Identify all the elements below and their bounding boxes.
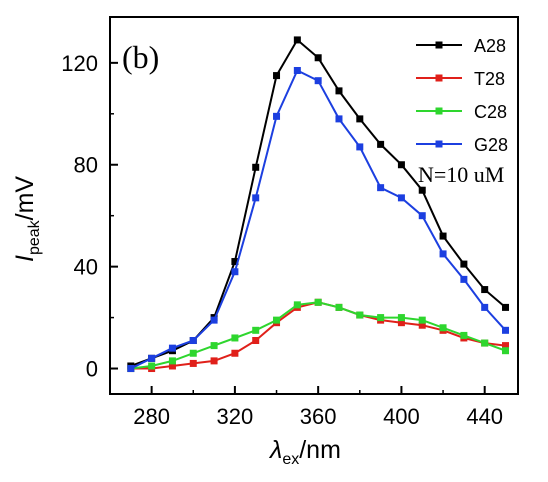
legend-label: A28 bbox=[474, 36, 506, 56]
legend-label: C28 bbox=[474, 102, 507, 122]
data-point-c28 bbox=[397, 314, 405, 322]
data-point-g28 bbox=[231, 268, 239, 276]
data-point-a28 bbox=[377, 140, 385, 148]
y-axis-title: Ipeak/mV bbox=[11, 176, 43, 262]
x-tick-label: 400 bbox=[383, 404, 420, 429]
data-point-c28 bbox=[210, 342, 218, 350]
data-point-c28 bbox=[418, 316, 426, 324]
data-point-a28 bbox=[231, 258, 239, 266]
series-line-t28 bbox=[130, 301, 506, 370]
data-point-t28 bbox=[397, 319, 405, 327]
x-tick-label: 280 bbox=[133, 404, 170, 429]
data-point-a28 bbox=[502, 303, 510, 311]
series-a28 bbox=[127, 36, 510, 370]
concentration-annotation: N=10 uM bbox=[418, 162, 504, 187]
data-point-t28 bbox=[252, 337, 260, 345]
data-point-a28 bbox=[273, 72, 281, 80]
series-g28 bbox=[127, 66, 510, 373]
data-point-a28 bbox=[314, 54, 322, 62]
data-point-a28 bbox=[335, 87, 343, 95]
legend-marker bbox=[435, 140, 443, 148]
series-c28 bbox=[127, 298, 510, 373]
data-point-c28 bbox=[168, 357, 176, 365]
data-point-a28 bbox=[293, 36, 301, 44]
legend-item-g28: G28 bbox=[416, 135, 508, 155]
data-point-a28 bbox=[481, 286, 489, 294]
legend-label: G28 bbox=[474, 135, 508, 155]
legend-marker bbox=[435, 41, 443, 49]
data-point-g28 bbox=[252, 194, 260, 202]
panel-label: (b) bbox=[122, 39, 159, 75]
data-point-g28 bbox=[335, 115, 343, 123]
x-tick-label: 440 bbox=[466, 404, 503, 429]
legend-item-t28: T28 bbox=[416, 69, 505, 89]
data-point-t28 bbox=[418, 321, 426, 329]
data-point-g28 bbox=[148, 354, 156, 362]
data-point-g28 bbox=[481, 303, 489, 311]
data-point-c28 bbox=[189, 349, 197, 357]
x-axis-title: λex/nm bbox=[268, 436, 341, 468]
data-point-c28 bbox=[335, 303, 343, 311]
y-tick-label: 80 bbox=[74, 153, 98, 178]
x-tick-label: 360 bbox=[300, 404, 337, 429]
y-tick-label: 120 bbox=[61, 51, 98, 76]
data-point-c28 bbox=[273, 316, 281, 324]
data-point-g28 bbox=[314, 77, 322, 85]
data-point-t28 bbox=[168, 362, 176, 370]
series-t28 bbox=[127, 298, 510, 373]
data-point-g28 bbox=[168, 344, 176, 352]
series-line-c28 bbox=[130, 301, 506, 370]
plot-frame bbox=[109, 16, 519, 395]
series-line-a28 bbox=[130, 38, 507, 367]
data-point-c28 bbox=[148, 362, 156, 370]
y-tick-label: 40 bbox=[74, 255, 98, 280]
data-point-g28 bbox=[397, 194, 405, 202]
data-point-a28 bbox=[397, 161, 405, 169]
data-point-c28 bbox=[439, 324, 447, 332]
legend-item-a28: A28 bbox=[416, 36, 506, 56]
data-point-g28 bbox=[210, 316, 218, 324]
x-tick-label: 320 bbox=[217, 404, 254, 429]
data-point-c28 bbox=[460, 331, 468, 339]
data-point-t28 bbox=[502, 342, 510, 350]
data-point-c28 bbox=[231, 334, 239, 342]
data-point-c28 bbox=[502, 347, 510, 355]
data-point-c28 bbox=[314, 298, 322, 306]
data-point-g28 bbox=[356, 143, 364, 151]
legend-marker bbox=[435, 74, 443, 82]
data-point-t28 bbox=[231, 349, 239, 357]
data-point-g28 bbox=[273, 112, 281, 120]
series-line-g28 bbox=[130, 69, 507, 370]
data-point-g28 bbox=[127, 365, 135, 373]
data-point-t28 bbox=[210, 357, 218, 365]
data-point-c28 bbox=[293, 301, 301, 309]
data-point-g28 bbox=[418, 212, 426, 220]
data-point-a28 bbox=[252, 163, 260, 171]
axis-ticks: 280 320 360 400 440 0 40 80 120 bbox=[61, 51, 503, 429]
data-point-g28 bbox=[460, 275, 468, 283]
legend-marker bbox=[435, 107, 443, 115]
data-point-g28 bbox=[502, 326, 510, 334]
data-point-t28 bbox=[189, 359, 197, 367]
series-layer bbox=[127, 36, 510, 373]
data-point-a28 bbox=[418, 186, 426, 194]
data-point-c28 bbox=[252, 326, 260, 334]
data-point-g28 bbox=[439, 250, 447, 258]
data-point-c28 bbox=[481, 339, 489, 347]
data-point-a28 bbox=[439, 232, 447, 240]
data-point-c28 bbox=[377, 314, 385, 322]
data-point-a28 bbox=[356, 115, 364, 123]
legend-label: T28 bbox=[474, 69, 505, 89]
data-point-g28 bbox=[293, 66, 301, 74]
data-point-g28 bbox=[377, 184, 385, 192]
data-point-c28 bbox=[356, 311, 364, 319]
y-tick-label: 0 bbox=[86, 357, 98, 382]
data-point-a28 bbox=[460, 260, 468, 268]
data-point-g28 bbox=[189, 337, 197, 345]
legend-item-c28: C28 bbox=[416, 102, 507, 122]
legend: A28 T28 C28 G28 bbox=[416, 36, 508, 155]
